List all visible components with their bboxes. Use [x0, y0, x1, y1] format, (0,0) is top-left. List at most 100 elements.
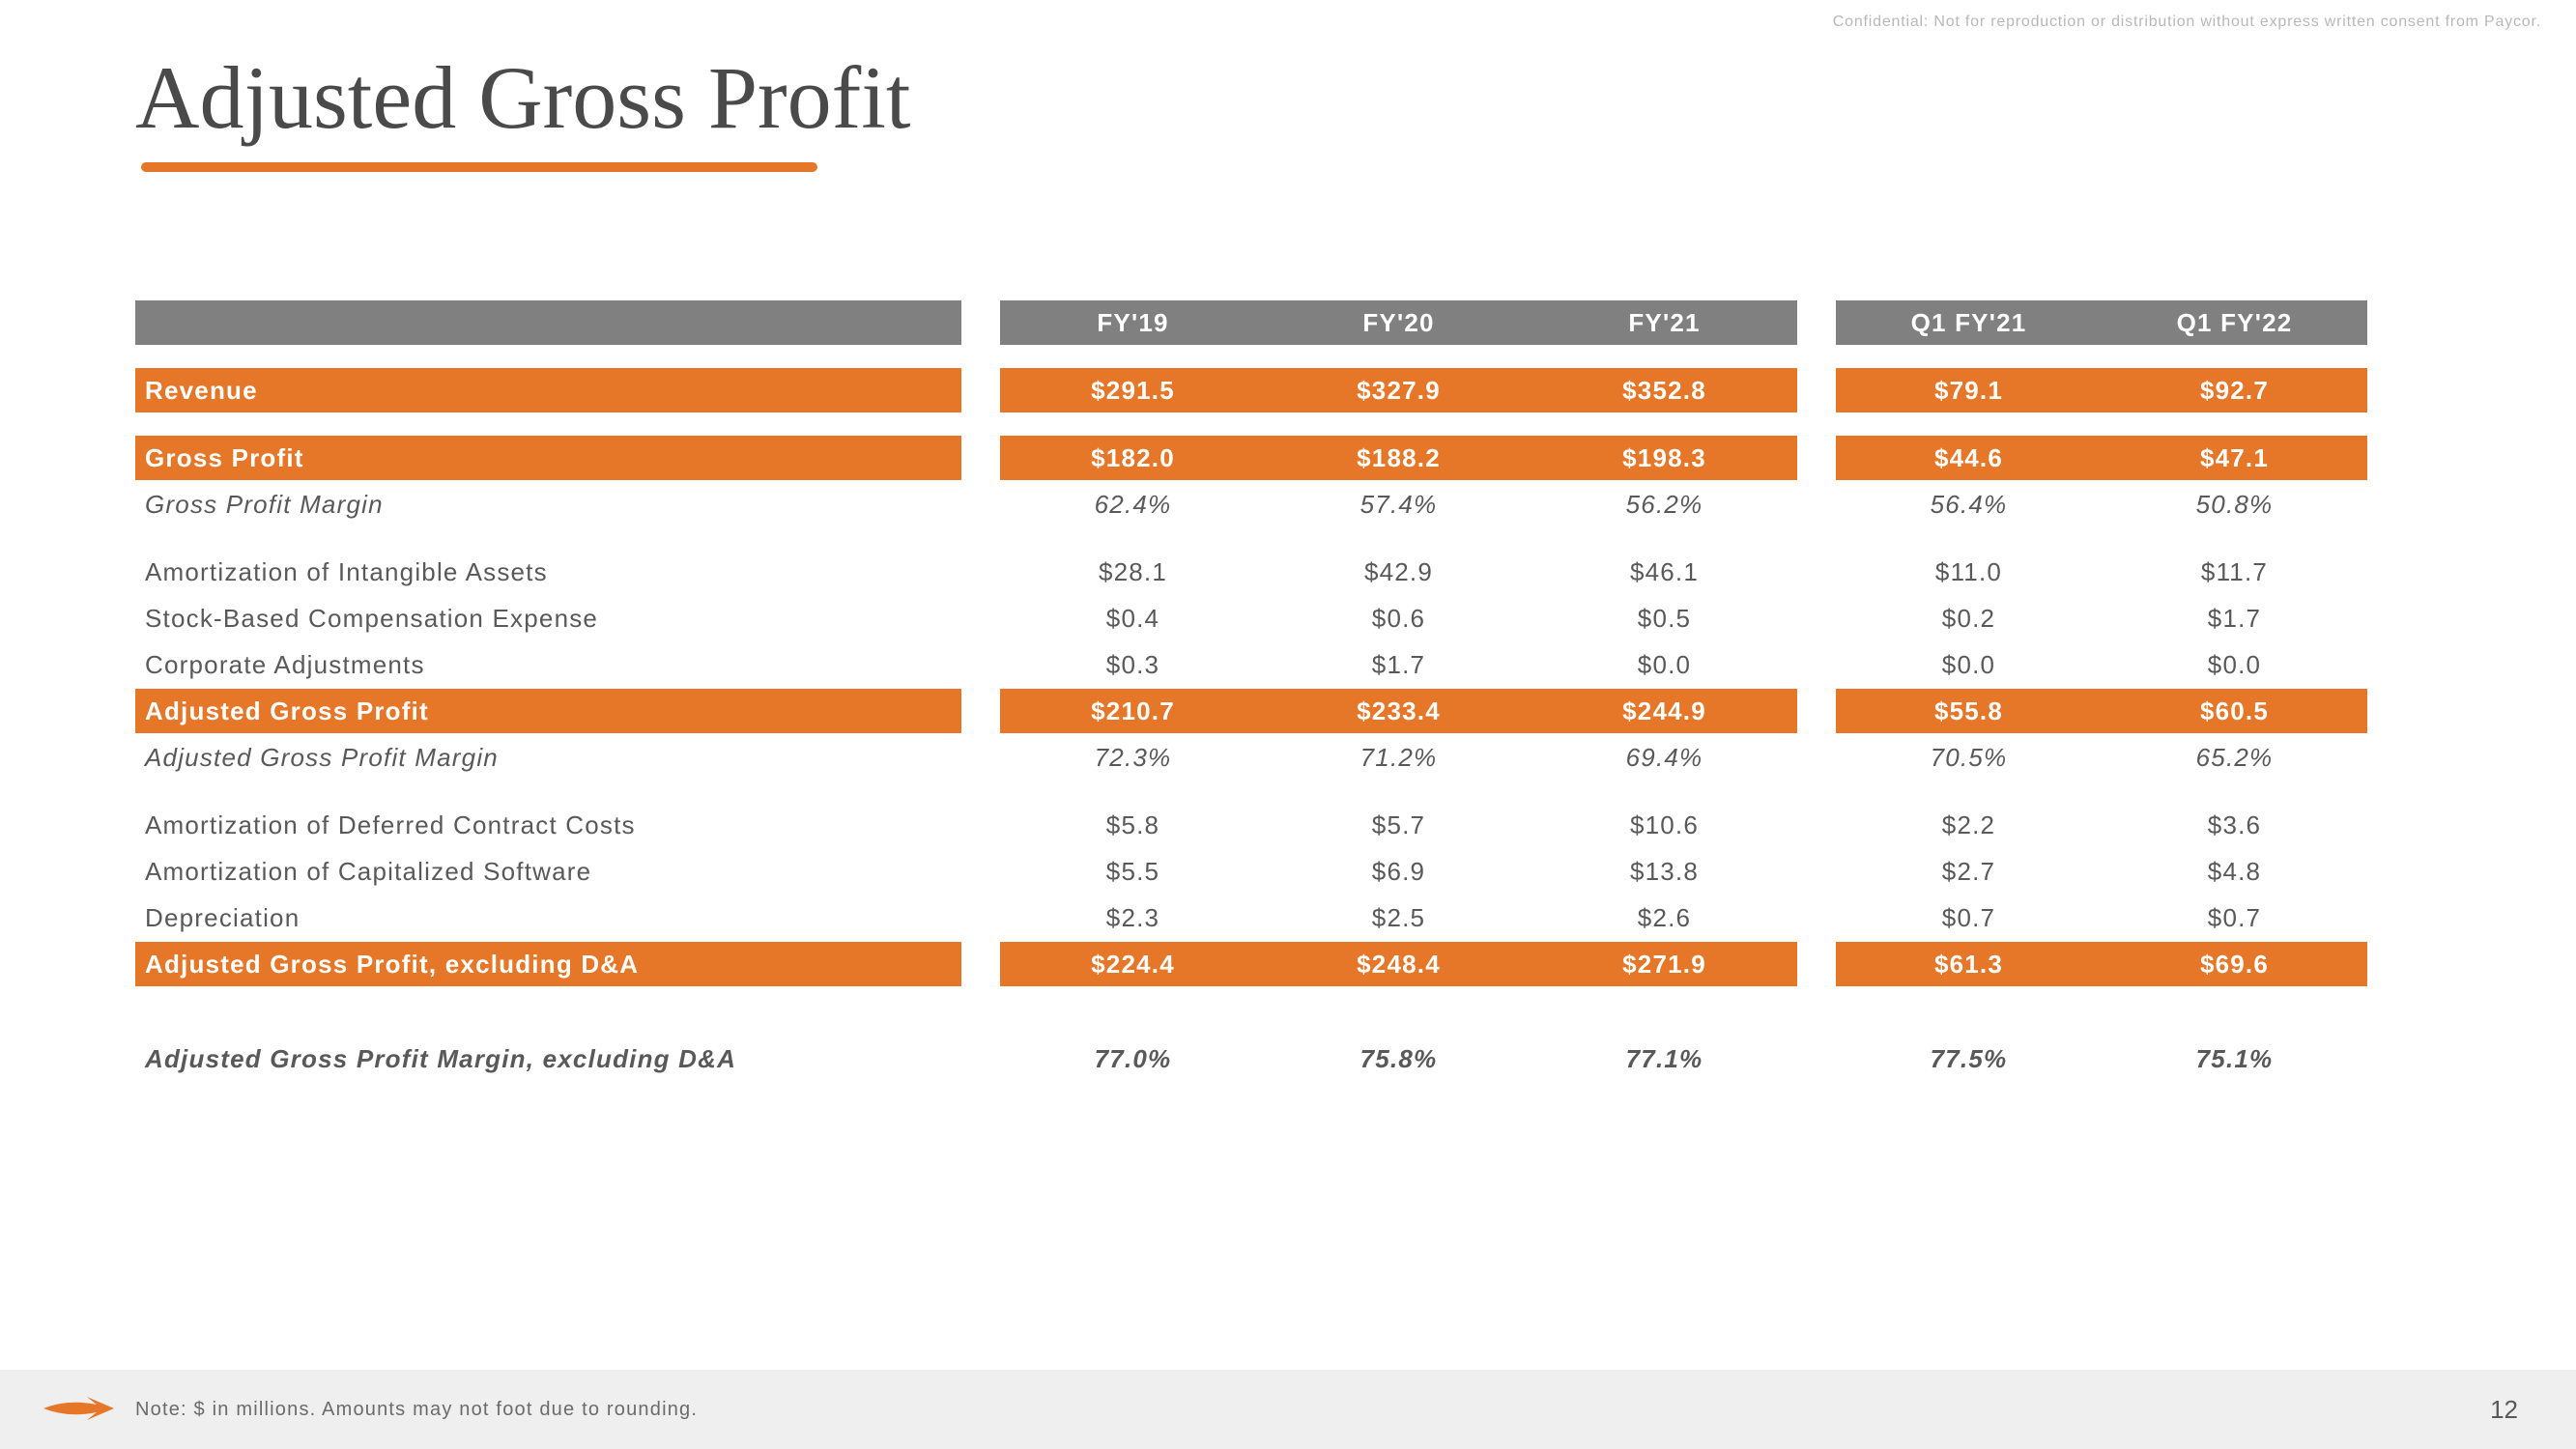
data-cell: $0.2 [1836, 604, 2102, 634]
page-title: Adjusted Gross Profit [135, 46, 910, 149]
data-cell: $10.6 [1531, 810, 1797, 840]
data-cell: Q1 FY'21 [1836, 300, 2102, 345]
data-cell: $69.6 [2102, 942, 2367, 986]
table-row: Stock-Based Compensation Expense $0.4$0.6… [135, 595, 2435, 641]
data-cell: 75.8% [1266, 1044, 1531, 1074]
table-row: Revenue $291.5$327.9$352.8 $79.1$92.7 [135, 367, 2435, 413]
footer-note: Note: $ in millions. Amounts may not foo… [135, 1399, 698, 1421]
data-cell: $55.8 [1836, 689, 2102, 733]
data-cell: $327.9 [1266, 368, 1531, 412]
data-cell: $210.7 [1000, 689, 1266, 733]
table-row: Amortization of Capitalized Software $5.5… [135, 848, 2435, 895]
row-label: Adjusted Gross Profit, excluding D&A [135, 942, 961, 986]
row-label: Adjusted Gross Profit [135, 689, 961, 733]
data-cell: 69.4% [1531, 743, 1797, 773]
data-cell: $0.3 [1000, 650, 1266, 680]
data-cell: $198.3 [1531, 436, 1797, 480]
row-label: Revenue [135, 368, 961, 412]
data-cell: $0.0 [1531, 650, 1797, 680]
data-cell: $44.6 [1836, 436, 2102, 480]
data-cell: $2.2 [1836, 810, 2102, 840]
data-cell: $61.3 [1836, 942, 2102, 986]
data-cell: $271.9 [1531, 942, 1797, 986]
table-row [135, 527, 2435, 549]
table-row: Amortization of Intangible Assets$28.1$4… [135, 549, 2435, 595]
data-cell: $79.1 [1836, 368, 2102, 412]
data-cell: $5.7 [1266, 810, 1531, 840]
data-cell: $188.2 [1266, 436, 1531, 480]
table-row: FY'19FY'20FY'21 Q1 FY'21Q1 FY'22 [135, 299, 2435, 346]
table-row [135, 346, 2435, 367]
data-cell: 65.2% [2102, 743, 2367, 773]
row-label: Gross Profit Margin [135, 490, 961, 520]
data-cell: $182.0 [1000, 436, 1266, 480]
data-cell: 77.1% [1531, 1044, 1797, 1074]
data-cell: $11.7 [2102, 557, 2367, 587]
data-cell: $3.6 [2102, 810, 2367, 840]
data-cell: $46.1 [1531, 557, 1797, 587]
data-cell: 56.4% [1836, 490, 2102, 520]
row-label: Depreciation [135, 903, 961, 933]
row-label: Amortization of Capitalized Software [135, 857, 961, 887]
row-label: Amortization of Intangible Assets [135, 557, 961, 587]
data-cell: 72.3% [1000, 743, 1266, 773]
row-label: Stock-Based Compensation Expense [135, 604, 961, 634]
data-cell: $291.5 [1000, 368, 1266, 412]
table-row: Gross Profit Margin62.4%57.4%56.2%56.4%5… [135, 481, 2435, 527]
data-cell: $1.7 [1266, 650, 1531, 680]
data-cell: $5.5 [1000, 857, 1266, 887]
data-cell: FY'20 [1266, 300, 1531, 345]
data-cell: $2.7 [1836, 857, 2102, 887]
table-row [135, 781, 2435, 802]
row-label: Adjusted Gross Profit Margin, excluding … [135, 1044, 961, 1074]
financial-table: FY'19FY'20FY'21 Q1 FY'21Q1 FY'22 Revenue $2… [135, 299, 2435, 1082]
data-cell: $1.7 [2102, 604, 2367, 634]
table-row [135, 413, 2435, 435]
data-cell: $5.8 [1000, 810, 1266, 840]
data-cell: $0.0 [1836, 650, 2102, 680]
data-cell: 77.5% [1836, 1044, 2102, 1074]
data-cell: 75.1% [2102, 1044, 2367, 1074]
row-label [135, 300, 961, 345]
data-cell: 71.2% [1266, 743, 1531, 773]
data-cell: $47.1 [2102, 436, 2367, 480]
title-underline [141, 162, 817, 172]
table-row: Depreciation$2.3$2.5$2.6$0.7$0.7 [135, 895, 2435, 941]
data-cell: $42.9 [1266, 557, 1531, 587]
data-cell: $352.8 [1531, 368, 1797, 412]
page-number: 12 [2490, 1395, 2518, 1425]
data-cell: $2.6 [1531, 903, 1797, 933]
data-cell: $6.9 [1266, 857, 1531, 887]
table-row: Adjusted Gross Profit $210.7$233.4$244.9 $… [135, 688, 2435, 734]
table-row: Adjusted Gross Profit, excluding D&A$224… [135, 941, 2435, 987]
data-cell: $11.0 [1836, 557, 2102, 587]
row-label: Corporate Adjustments [135, 650, 961, 680]
row-label: Amortization of Deferred Contract Costs [135, 810, 961, 840]
data-cell: $4.8 [2102, 857, 2367, 887]
data-cell: $0.6 [1266, 604, 1531, 634]
table-row: Amortization of Deferred Contract Costs $… [135, 802, 2435, 848]
data-cell: $0.4 [1000, 604, 1266, 634]
data-cell: 56.2% [1531, 490, 1797, 520]
row-label: Gross Profit [135, 436, 961, 480]
data-cell: $244.9 [1531, 689, 1797, 733]
footer-bar: Note: $ in millions. Amounts may not foo… [0, 1370, 2576, 1449]
table-row [135, 987, 2435, 1036]
data-cell: $60.5 [2102, 689, 2367, 733]
table-row: Adjusted Gross Profit Margin, excluding … [135, 1036, 2435, 1082]
data-cell: $2.3 [1000, 903, 1266, 933]
table-row: Adjusted Gross Profit Margin72.3%71.2%69… [135, 734, 2435, 781]
data-cell: FY'19 [1000, 300, 1266, 345]
data-cell: 62.4% [1000, 490, 1266, 520]
data-cell: $248.4 [1266, 942, 1531, 986]
data-cell: $92.7 [2102, 368, 2367, 412]
confidential-text: Confidential: Not for reproduction or di… [1833, 14, 2541, 31]
data-cell: $233.4 [1266, 689, 1531, 733]
data-cell: $2.5 [1266, 903, 1531, 933]
data-cell: 57.4% [1266, 490, 1531, 520]
data-cell: $0.0 [2102, 650, 2367, 680]
data-cell: FY'21 [1531, 300, 1797, 345]
table-row: Corporate Adjustments$0.3$1.7$0.0$0.0$0.… [135, 641, 2435, 688]
logo-arrow-icon [39, 1391, 116, 1426]
data-cell: Q1 FY'22 [2102, 300, 2367, 345]
